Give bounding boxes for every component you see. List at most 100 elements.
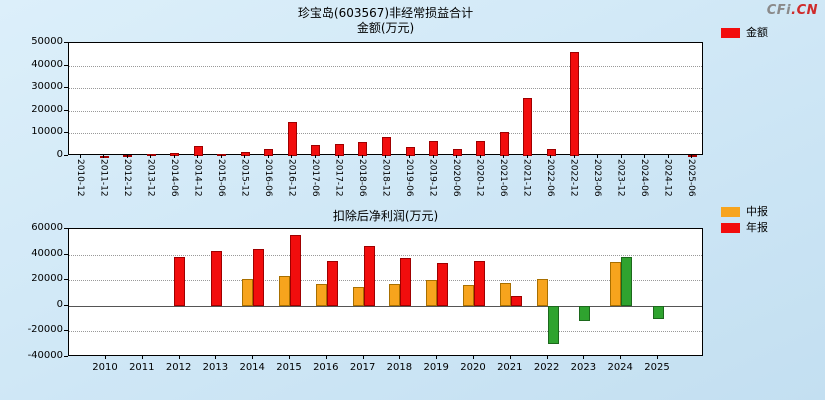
x-tickmark <box>314 155 316 158</box>
chart2-x-tick-label: 2014 <box>239 362 265 373</box>
chart1-x-tick-label: 2012-12 <box>121 159 132 197</box>
chart1-subtitle: 金额(万元) <box>356 21 415 35</box>
chart2-bar-2022-年报 <box>547 305 559 345</box>
chart2-bar-2016-年报 <box>326 261 338 306</box>
chart1-x-tick-label: 2015-06 <box>215 159 226 197</box>
chart1-x-tick-label: 2021-12 <box>521 159 532 197</box>
chart2-y-tick-label: 20000 <box>31 273 63 285</box>
legend-label: 中报 <box>746 205 768 218</box>
chart1-y-tick-label: 30000 <box>31 81 63 93</box>
chart2-bar-2022-中报 <box>536 278 548 306</box>
chart1-x-tick-label: 2024-12 <box>662 159 673 197</box>
chart2-x-tick-label: 2017 <box>349 362 376 373</box>
x-tickmark <box>583 356 585 359</box>
chart2-x-tick-label: 2015 <box>276 362 302 373</box>
cfi-logo: CFi.CN <box>767 3 818 18</box>
chart1-x-tick-label: 2019-06 <box>404 159 414 197</box>
chart1-y-tick-label: 20000 <box>31 103 63 115</box>
chart2-legend: 中报 年报 <box>721 206 768 233</box>
chart1-bar-2018-06 <box>358 142 368 156</box>
x-tickmark <box>597 155 599 158</box>
zero-gridline <box>69 305 702 307</box>
x-tickmark <box>409 155 410 158</box>
chart1-bar-2020-06 <box>452 149 462 156</box>
chart2-bar-2018-年报 <box>400 258 412 306</box>
legend-swatch-red <box>721 27 740 38</box>
y-tickmark <box>64 87 68 89</box>
x-tickmark <box>79 155 81 158</box>
chart1-y-tick-label: 50000 <box>31 36 63 47</box>
x-tickmark <box>173 155 175 158</box>
chart1-title: 珍宝岛(603567)非经常损益合计 <box>297 6 474 20</box>
x-tickmark <box>399 356 401 359</box>
chart1-bar-2015-12 <box>240 151 250 156</box>
chart2-x-tick-label: 2025 <box>644 362 670 373</box>
chart1-x-tick-label: 2010-12 <box>74 159 85 197</box>
chart1-x-tick-label: 2019-12 <box>427 159 438 197</box>
legend-item: 中报 <box>721 206 768 217</box>
chart2-plot-area <box>68 228 703 356</box>
x-tickmark <box>550 155 552 158</box>
chart2-x-tick-label: 2019 <box>423 362 449 373</box>
chart2-bar-2018-中报 <box>389 284 401 306</box>
chart1-bar-2011-12 <box>99 155 109 158</box>
chart1-bar-2022-12 <box>570 52 580 156</box>
chart1-bar-2022-06 <box>546 149 556 156</box>
x-tickmark <box>361 155 363 158</box>
y-tickmark <box>64 64 68 66</box>
x-tickmark <box>657 356 658 359</box>
x-tickmark <box>509 356 511 359</box>
y-tickmark <box>64 304 68 306</box>
chart2-bar-2021-年报 <box>510 295 522 306</box>
chart1-bar-2019-06 <box>405 146 415 156</box>
chart2-bar-2016-中报 <box>315 284 327 306</box>
chart2-bar-2015-中报 <box>279 275 290 306</box>
chart2-title: 扣除后净利润(万元) <box>332 209 439 223</box>
chart1-bar-2016-12 <box>287 122 297 156</box>
chart2-bar-2024-年报 <box>621 257 633 306</box>
x-tickmark <box>105 356 106 359</box>
chart2-x-tick-label: 2010 <box>92 362 118 373</box>
chart2-bar-2014-中报 <box>242 278 254 306</box>
chart1-x-tick-label: 2025-06 <box>686 159 697 197</box>
x-tickmark <box>432 155 434 158</box>
chart2-bar-2012-年报 <box>174 257 186 306</box>
chart2-x-tick-label: 2011 <box>129 362 155 373</box>
x-tickmark <box>503 155 505 158</box>
x-tickmark <box>526 155 528 158</box>
x-tickmark <box>215 356 217 359</box>
chart1-x-tick-label: 2015-12 <box>239 159 250 197</box>
x-tickmark <box>691 155 693 158</box>
chart1-x-tick-label: 2023-12 <box>615 159 626 197</box>
cfi-logo-text: CFi <box>766 3 792 18</box>
gridline <box>69 88 702 90</box>
legend-item: 金额 <box>721 27 768 38</box>
chart1-bar-2020-12 <box>476 140 486 156</box>
chart2-x-tick-label: 2021 <box>497 362 523 373</box>
y-tickmark <box>64 42 68 43</box>
chart2-bar-2014-年报 <box>253 249 265 306</box>
chart1-x-tick-label: 2016-12 <box>286 159 297 197</box>
chart2-y-tick-label: -20000 <box>27 324 63 336</box>
x-tickmark <box>325 356 327 359</box>
x-tickmark <box>141 356 143 359</box>
gridline <box>69 110 702 112</box>
chart1-x-tick-label: 2014-12 <box>192 159 203 197</box>
y-tickmark <box>64 109 68 111</box>
chart1-x-tick-label: 2023-06 <box>592 159 603 197</box>
chart1-bar-2019-12 <box>429 141 439 156</box>
legend-swatch-orange <box>721 206 740 217</box>
chart1-y-tick-label: 10000 <box>31 126 63 138</box>
chart2-x-tick-label: 2024 <box>607 362 633 373</box>
gridline <box>69 65 702 67</box>
chart2-bar-2019-中报 <box>426 280 438 306</box>
x-tickmark <box>620 356 622 359</box>
y-tickmark <box>64 228 68 229</box>
x-tickmark <box>178 356 180 359</box>
x-tickmark <box>244 155 246 158</box>
y-tickmark <box>64 330 68 332</box>
legend-label: 年报 <box>746 221 768 234</box>
chart1-bar-2013-12 <box>146 154 156 157</box>
chart1-x-tick-label: 2011-12 <box>98 159 109 197</box>
chart2-x-tick-label: 2023 <box>570 362 597 373</box>
